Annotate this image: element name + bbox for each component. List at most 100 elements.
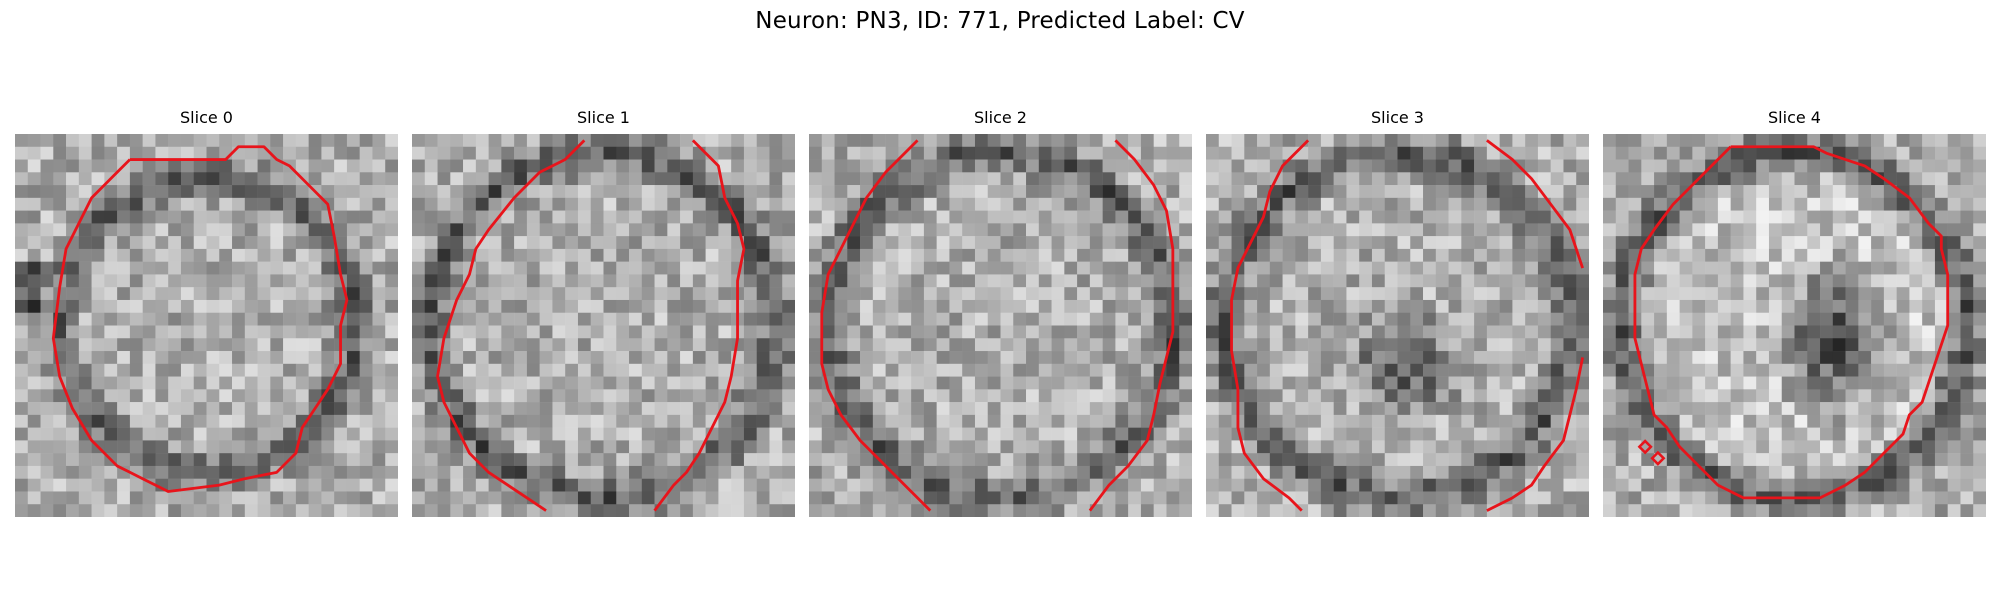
image-pixel — [1858, 414, 1872, 428]
image-pixel — [1717, 351, 1731, 365]
image-pixel — [1909, 504, 1923, 517]
image-pixel — [667, 287, 681, 301]
image-pixel — [168, 465, 182, 479]
image-pixel — [1000, 453, 1014, 467]
image-pixel — [437, 363, 451, 377]
image-pixel — [1461, 312, 1475, 326]
image-pixel — [385, 134, 398, 148]
image-pixel — [1153, 312, 1167, 326]
image-pixel — [1499, 389, 1513, 403]
image-pixel — [654, 351, 668, 365]
image-pixel — [219, 504, 233, 517]
image-pixel — [1384, 440, 1398, 454]
image-pixel — [193, 210, 207, 224]
image-pixel — [552, 236, 566, 250]
image-pixel — [244, 134, 258, 148]
image-pixel — [923, 197, 937, 211]
image-pixel — [1973, 287, 1986, 301]
image-pixel — [1525, 274, 1539, 288]
image-pixel — [949, 146, 963, 160]
image-pixel — [565, 210, 579, 224]
image-pixel — [1820, 453, 1834, 467]
image-pixel — [1474, 236, 1488, 250]
image-pixel — [424, 172, 438, 186]
image-pixel — [346, 338, 360, 352]
image-pixel — [1883, 261, 1897, 275]
image-pixel — [1346, 172, 1360, 186]
image-pixel — [1666, 478, 1680, 492]
image-pixel — [809, 453, 823, 467]
image-pixel — [629, 134, 643, 148]
image-pixel — [1641, 210, 1655, 224]
image-pixel — [1628, 427, 1642, 441]
image-pixel — [1359, 389, 1373, 403]
image-pixel — [577, 172, 591, 186]
image-pixel — [1077, 185, 1091, 199]
image-pixel — [539, 287, 553, 301]
image-pixel — [1295, 440, 1309, 454]
image-pixel — [936, 453, 950, 467]
image-pixel — [463, 185, 477, 199]
image-pixel — [1410, 414, 1424, 428]
image-pixel — [1922, 172, 1936, 186]
image-pixel — [1102, 363, 1116, 377]
image-pixel — [321, 453, 335, 467]
image-pixel — [1947, 491, 1961, 505]
image-pixel — [526, 159, 540, 173]
image-pixel — [641, 172, 655, 186]
image-pixel — [1282, 134, 1296, 148]
image-pixel — [308, 146, 322, 160]
image-pixel — [66, 210, 80, 224]
image-pixel — [385, 402, 398, 416]
image-pixel — [295, 504, 309, 517]
image-pixel — [475, 402, 489, 416]
image-pixel — [885, 491, 899, 505]
image-pixel — [283, 504, 297, 517]
image-pixel — [1333, 197, 1347, 211]
image-pixel — [244, 351, 258, 365]
image-pixel — [1179, 491, 1192, 505]
image-pixel — [1038, 274, 1052, 288]
image-pixel — [756, 287, 770, 301]
image-pixel — [1807, 274, 1821, 288]
image-pixel — [565, 325, 579, 339]
image-pixel — [974, 325, 988, 339]
image-pixel — [1295, 274, 1309, 288]
image-pixel — [1179, 134, 1192, 148]
image-pixel — [346, 223, 360, 237]
image-pixel — [1807, 248, 1821, 262]
image-pixel — [1499, 287, 1513, 301]
image-pixel — [565, 261, 579, 275]
image-pixel — [463, 491, 477, 505]
image-pixel — [501, 389, 515, 403]
image-pixel — [821, 351, 835, 365]
image-pixel — [1077, 440, 1091, 454]
image-pixel — [15, 185, 29, 199]
image-pixel — [1654, 351, 1668, 365]
image-pixel — [1628, 172, 1642, 186]
image-pixel — [1320, 453, 1334, 467]
image-pixel — [1077, 389, 1091, 403]
image-pixel — [359, 312, 373, 326]
image-pixel — [1947, 274, 1961, 288]
image-pixel — [756, 478, 770, 492]
image-pixel — [1423, 312, 1437, 326]
image-pixel — [1820, 325, 1834, 339]
image-pixel — [872, 414, 886, 428]
image-pixel — [91, 261, 105, 275]
image-pixel — [450, 185, 464, 199]
image-pixel — [53, 159, 67, 173]
image-pixel — [1089, 465, 1103, 479]
image-pixel — [1474, 325, 1488, 339]
image-pixel — [1654, 299, 1668, 313]
image-pixel — [1333, 465, 1347, 479]
image-pixel — [129, 491, 143, 505]
image-pixel — [346, 465, 360, 479]
image-pixel — [898, 414, 912, 428]
image-pixel — [244, 223, 258, 237]
image-pixel — [1051, 465, 1065, 479]
slice-title-2: Slice 2 — [974, 108, 1027, 127]
image-pixel — [692, 197, 706, 211]
image-pixel — [743, 210, 757, 224]
image-pixel — [1947, 172, 1961, 186]
